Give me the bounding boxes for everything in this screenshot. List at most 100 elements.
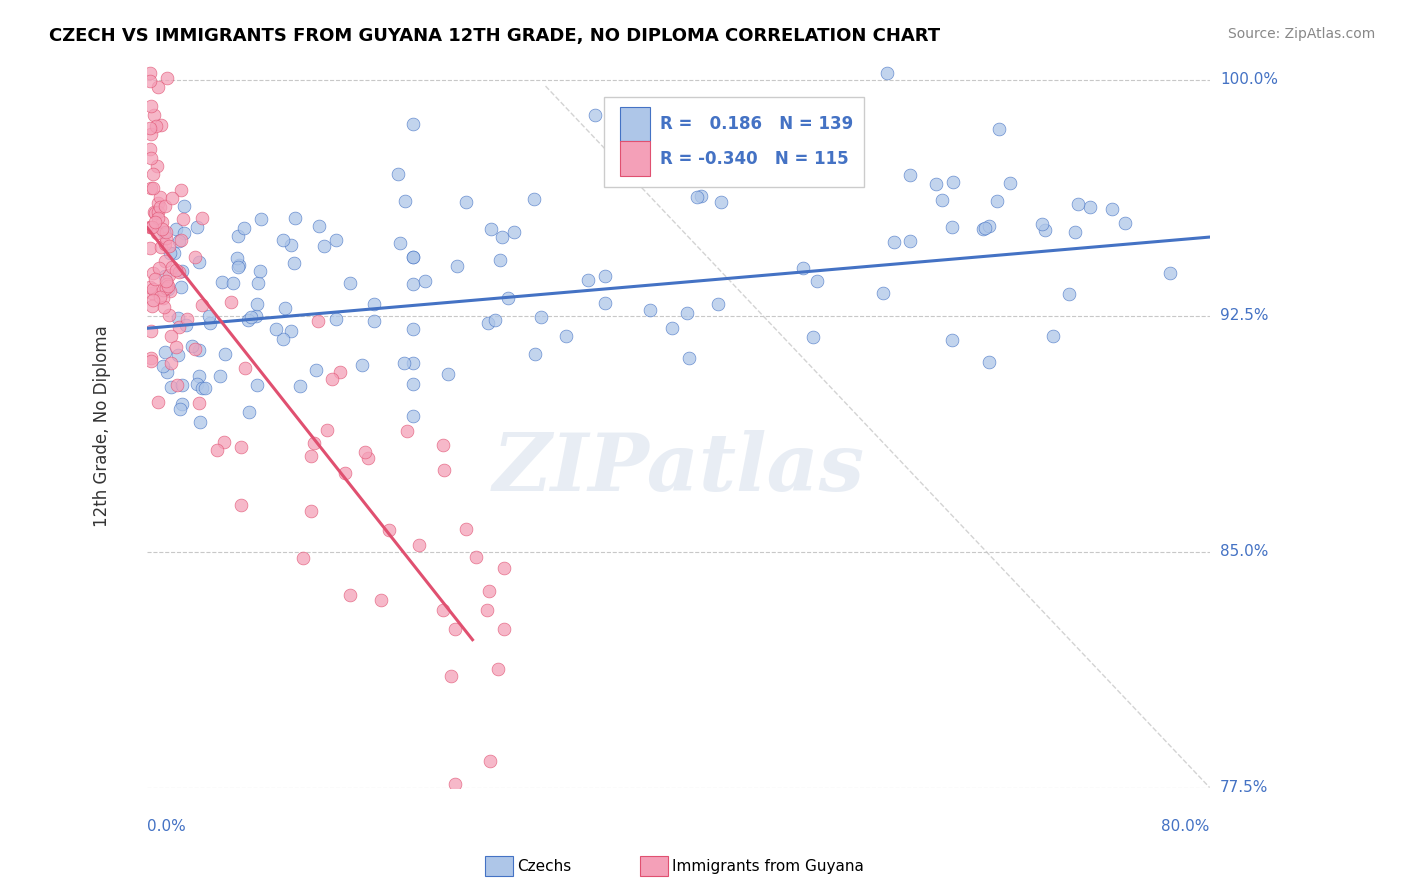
Point <box>876 66 898 80</box>
Point <box>280 324 302 338</box>
Point <box>1042 328 1064 343</box>
Point <box>941 219 963 234</box>
Point <box>152 291 174 305</box>
Point <box>973 220 995 235</box>
Point <box>200 316 222 330</box>
Point <box>464 549 486 564</box>
Point <box>432 437 454 451</box>
Point <box>191 297 214 311</box>
Point <box>264 322 287 336</box>
Point <box>1031 217 1053 231</box>
Point <box>479 222 502 236</box>
Point <box>156 282 179 296</box>
Point <box>172 377 194 392</box>
Point <box>339 276 361 290</box>
Text: 92.5%: 92.5% <box>1220 309 1268 323</box>
Point <box>402 409 425 423</box>
Point <box>986 194 1008 208</box>
Point <box>148 204 170 219</box>
Point <box>188 255 211 269</box>
Point <box>167 320 190 334</box>
Point <box>139 74 162 88</box>
Point <box>141 99 163 113</box>
Point <box>152 283 174 297</box>
Point <box>307 314 329 328</box>
Point <box>165 340 187 354</box>
Point <box>240 310 263 324</box>
Point <box>141 219 163 234</box>
Point <box>1159 266 1181 280</box>
Point <box>292 551 315 566</box>
Point <box>271 331 294 345</box>
Point <box>728 136 751 150</box>
Point <box>593 295 616 310</box>
Point <box>149 190 172 204</box>
Point <box>187 369 209 384</box>
Point <box>184 250 207 264</box>
Point <box>228 258 250 272</box>
Point <box>146 80 169 95</box>
Point <box>1067 197 1090 211</box>
Point <box>233 221 256 235</box>
Point <box>156 365 179 379</box>
Point <box>661 321 683 335</box>
Point <box>146 211 169 225</box>
Point <box>190 211 212 225</box>
Point <box>872 286 894 301</box>
Point <box>233 361 256 376</box>
Point <box>145 120 167 134</box>
Point <box>246 297 269 311</box>
Point <box>972 222 994 236</box>
Point <box>898 234 921 248</box>
Point <box>479 754 502 768</box>
Point <box>205 443 228 458</box>
Point <box>686 190 709 204</box>
Point <box>155 199 177 213</box>
Point <box>160 329 183 343</box>
Point <box>247 277 270 291</box>
Point <box>305 363 328 377</box>
Point <box>173 199 195 213</box>
Text: Immigrants from Guyana: Immigrants from Guyana <box>672 859 863 873</box>
Point <box>370 593 392 607</box>
Point <box>155 225 177 239</box>
Point <box>141 127 163 141</box>
Point <box>188 415 211 429</box>
Point <box>139 241 162 255</box>
Point <box>142 266 165 280</box>
Point <box>475 603 498 617</box>
Point <box>226 260 249 275</box>
Point <box>271 233 294 247</box>
Text: Czechs: Czechs <box>517 859 572 873</box>
Point <box>150 222 173 236</box>
Point <box>170 397 193 411</box>
Point <box>804 154 827 169</box>
Point <box>167 348 190 362</box>
Point <box>191 382 214 396</box>
Point <box>228 229 250 244</box>
Text: 100.0%: 100.0% <box>1220 72 1278 87</box>
Point <box>226 252 249 266</box>
Point <box>299 504 322 518</box>
Point <box>977 355 1000 369</box>
Point <box>231 498 253 512</box>
Point <box>363 297 385 311</box>
Text: ZIPatlas: ZIPatlas <box>492 431 865 508</box>
Point <box>444 777 467 791</box>
Point <box>446 259 468 273</box>
Point <box>402 322 425 336</box>
Point <box>141 299 163 313</box>
Point <box>443 622 465 636</box>
Point <box>146 226 169 240</box>
Point <box>160 380 183 394</box>
Point <box>181 339 204 353</box>
Point <box>363 313 385 327</box>
Point <box>353 445 375 459</box>
Point <box>454 522 477 536</box>
Point <box>640 303 662 318</box>
Point <box>152 300 174 314</box>
Point <box>139 219 162 234</box>
Point <box>489 253 512 268</box>
Point <box>979 219 1001 234</box>
Point <box>402 250 425 264</box>
